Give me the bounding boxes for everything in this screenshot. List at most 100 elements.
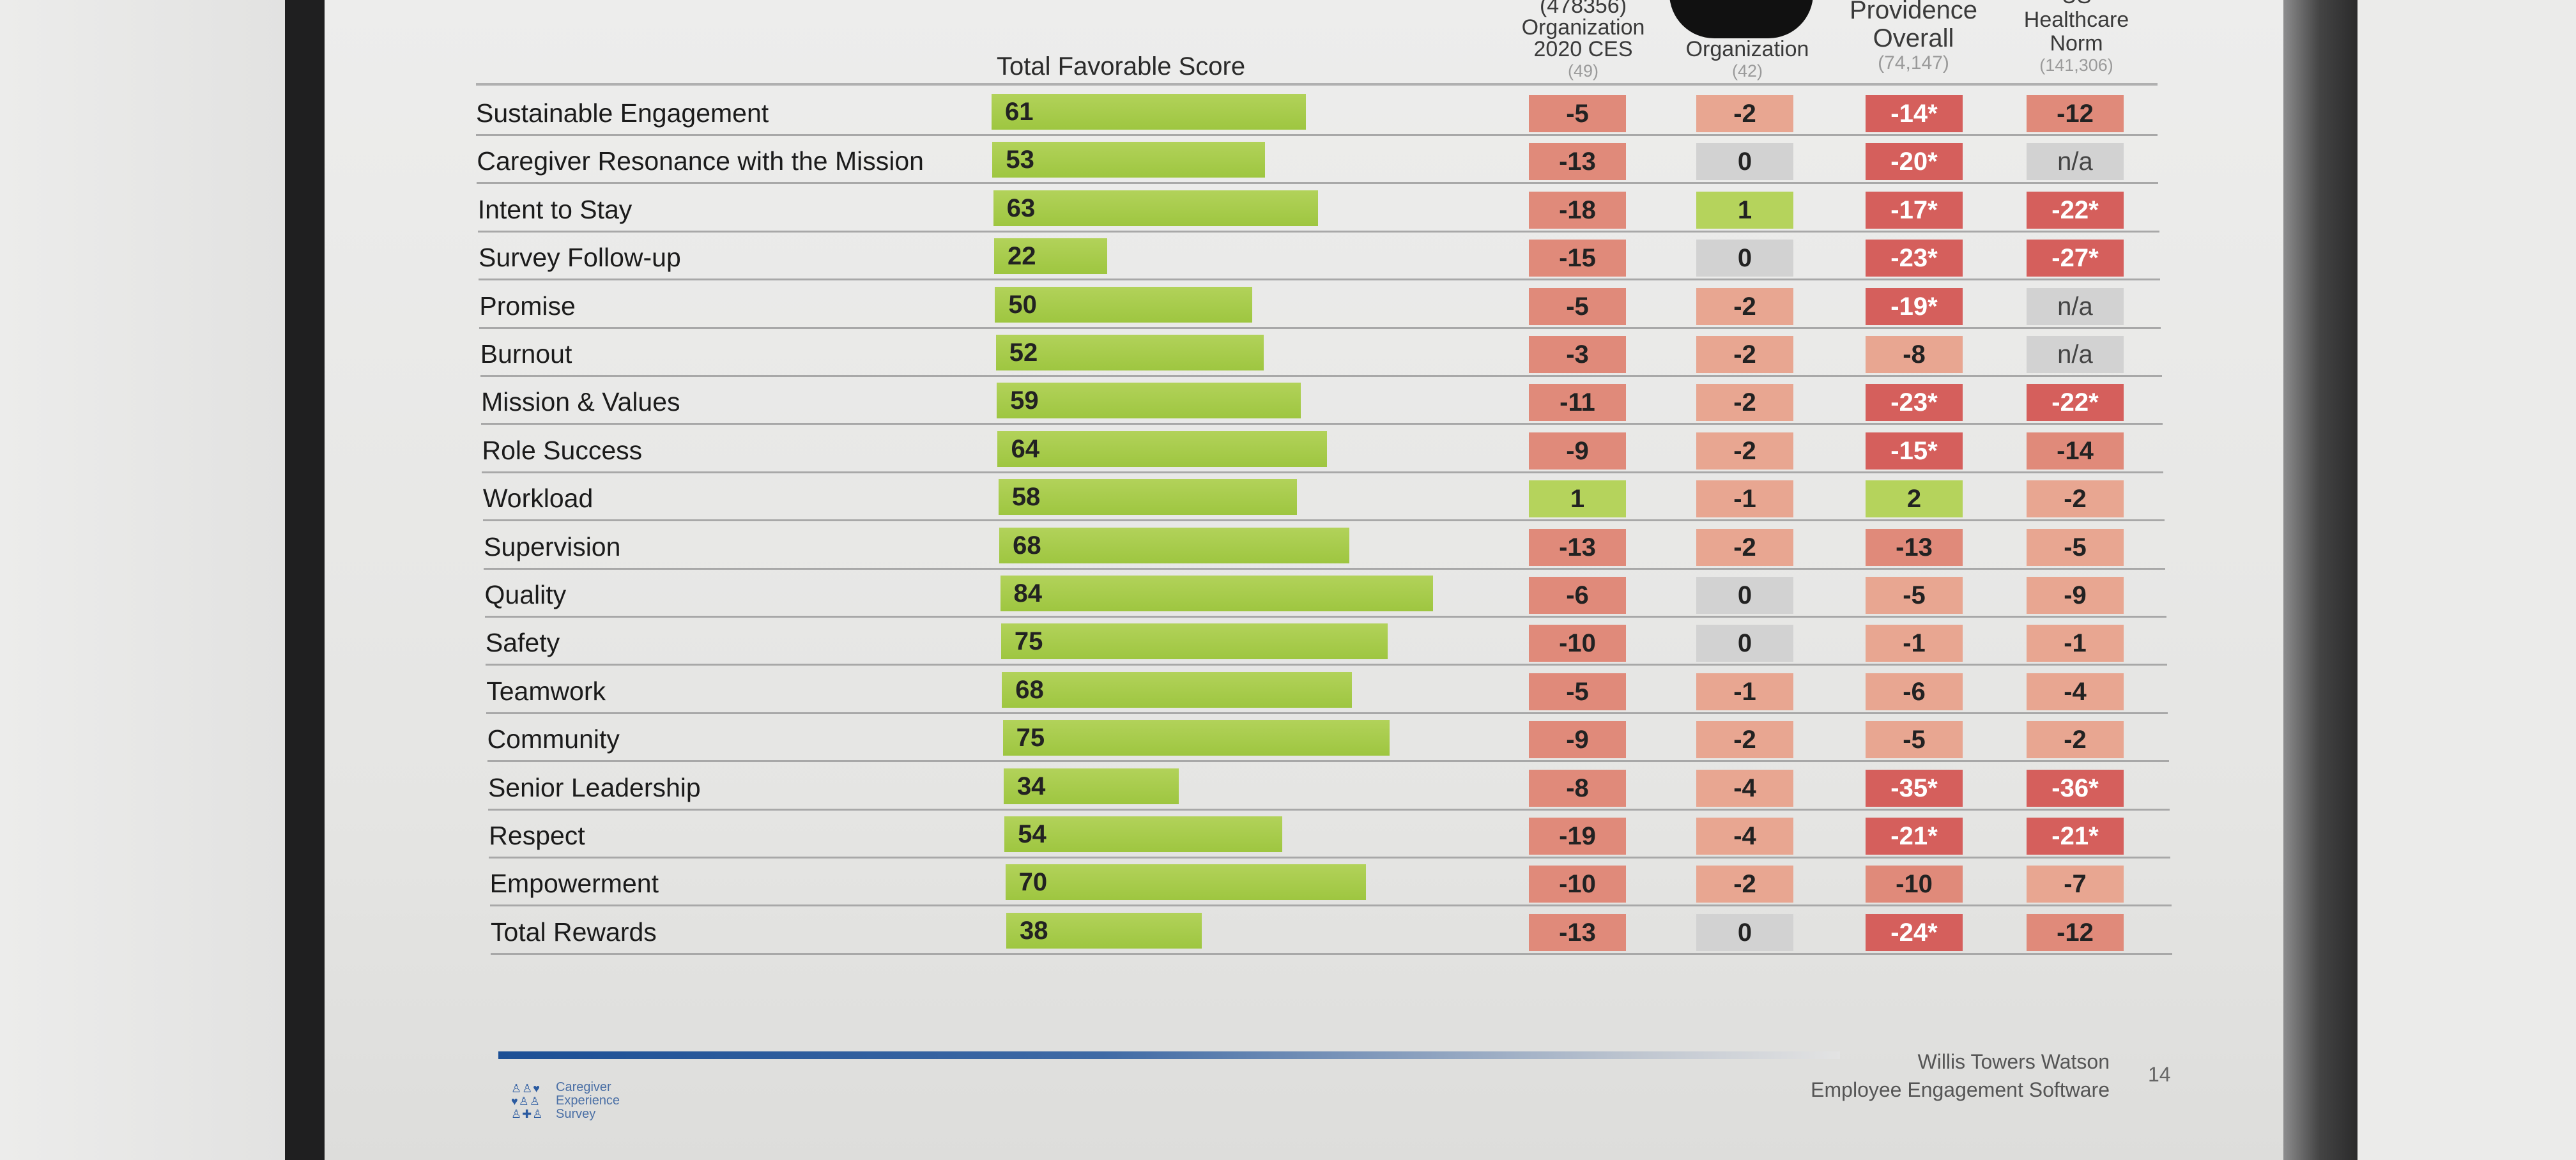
score-bar bbox=[994, 238, 1108, 274]
row-label: Total Rewards bbox=[491, 917, 657, 947]
comparison-cell: -10 bbox=[1528, 866, 1626, 903]
score-bar bbox=[1002, 720, 1390, 756]
comparison-cell: -13 bbox=[1528, 143, 1626, 180]
score-value: 22 bbox=[1008, 242, 1036, 270]
footer-company: Willis Towers Watson Employee Engagement… bbox=[1811, 1048, 2110, 1104]
score-value: 34 bbox=[1016, 772, 1046, 800]
row-divider bbox=[481, 423, 2163, 425]
col-header-count: (74,147) bbox=[1878, 52, 1949, 73]
logo-text: Caregiver Experience Survey bbox=[556, 1081, 620, 1121]
row-divider bbox=[485, 664, 2167, 666]
score-value: 68 bbox=[1015, 676, 1044, 704]
comparison-cell: -4 bbox=[2026, 673, 2124, 710]
comparison-cell: -19 bbox=[1528, 818, 1626, 855]
comparison-cell: -23* bbox=[1865, 384, 1963, 421]
comparison-cell: -18 bbox=[1528, 192, 1626, 229]
score-bar bbox=[1000, 576, 1433, 611]
logo-text-line: Experience bbox=[556, 1094, 620, 1108]
logo-text-line: Survey bbox=[556, 1107, 596, 1121]
score-value: 84 bbox=[1013, 579, 1043, 607]
logo-text-line: Caregiver bbox=[556, 1080, 611, 1094]
col-header-line: Healthcare bbox=[2023, 8, 2129, 32]
row-label: Respect bbox=[489, 821, 585, 850]
table-row: Survey Follow-up 22 -15 0 -23* -27* bbox=[479, 233, 2165, 280]
frame-right-edge bbox=[2283, 0, 2364, 1160]
col-header-count: (141,306) bbox=[2039, 56, 2113, 75]
comparison-cell: -7 bbox=[2026, 866, 2124, 903]
background-right bbox=[2358, 0, 2576, 1160]
table-row: Safety 75 -10 0 -1 -1 bbox=[485, 618, 2172, 666]
score-bar bbox=[1000, 623, 1388, 659]
col-header-line: Organization bbox=[1685, 37, 1809, 61]
comparison-cell: -4 bbox=[1696, 818, 1793, 855]
row-label: Burnout bbox=[480, 339, 572, 369]
table-row: Role Success 64 -9 -2 -15* -14 bbox=[482, 425, 2168, 473]
col-header-count: (49) bbox=[1567, 61, 1598, 80]
people-icon: ♙♙♥ ♥♙♙ ♙✚♙ bbox=[511, 1082, 544, 1120]
table-row: Community 75 -9 -2 -5 -2 bbox=[487, 714, 2174, 762]
comparison-cell: -2 bbox=[1696, 866, 1793, 903]
row-label: Mission & Values bbox=[481, 387, 680, 416]
background-left bbox=[0, 0, 288, 1160]
score-bar bbox=[999, 528, 1350, 563]
comparison-cell: 0 bbox=[1696, 625, 1793, 662]
page-number: 14 bbox=[2148, 1063, 2171, 1086]
col-header-organization: Organization (42) bbox=[1674, 38, 1821, 82]
score-value: 61 bbox=[1005, 98, 1034, 126]
comparison-cell: -13 bbox=[1528, 529, 1626, 566]
score-bar bbox=[992, 142, 1266, 178]
table-row: Intent to Stay 63 -18 1 -17* -22* bbox=[477, 185, 2165, 233]
score-bar bbox=[1005, 864, 1366, 900]
comparison-cell: -8 bbox=[1865, 336, 1963, 373]
row-label: Senior Leadership bbox=[487, 773, 701, 802]
col-header-line: US bbox=[2000, 0, 2153, 8]
col-header-line: Norm bbox=[2050, 31, 2103, 56]
row-label: Quality bbox=[484, 580, 567, 609]
col-header-line: Organization bbox=[1521, 15, 1645, 40]
comparison-cell: -20* bbox=[1865, 143, 1963, 180]
comparison-cell: n/a bbox=[2026, 336, 2124, 373]
table-row: Caregiver Resonance with the Mission 53 -1… bbox=[477, 136, 2163, 184]
table-row: Workload 58 1 -1 2 -2 bbox=[482, 473, 2170, 521]
col-header-count: (42) bbox=[1731, 61, 1763, 80]
comparison-cell: -2 bbox=[2026, 480, 2124, 517]
score-bar bbox=[992, 94, 1306, 130]
col-header-providence-overall: Providence Overall (74,147) bbox=[1837, 0, 1990, 74]
row-divider bbox=[480, 375, 2162, 377]
row-divider bbox=[482, 519, 2165, 521]
comparison-cell: 0 bbox=[1696, 143, 1793, 180]
comparison-cell: -17* bbox=[1865, 192, 1963, 229]
score-bar bbox=[1002, 672, 1353, 708]
col-header-line: Overall bbox=[1873, 24, 1954, 52]
score-value: 50 bbox=[1008, 291, 1037, 319]
caregiver-experience-survey-logo: ♙♙♥ ♥♙♙ ♙✚♙ Caregiver Experience Survey bbox=[511, 1080, 658, 1124]
row-label: Supervision bbox=[484, 532, 621, 561]
row-divider bbox=[487, 760, 2169, 762]
table-row: Total Rewards 38 -13 0 -24* -12 bbox=[491, 907, 2177, 955]
product-name: Employee Engagement Software bbox=[1811, 1078, 2110, 1101]
table-row: Quality 84 -6 0 -5 -9 bbox=[484, 570, 2172, 618]
table-row: Empowerment 70 -10 -2 -10 -7 bbox=[489, 859, 2177, 906]
comparison-cell: -8 bbox=[1528, 770, 1626, 807]
comparison-cell: -21* bbox=[1865, 818, 1963, 855]
table-row: Respect 54 -19 -4 -21* -21* bbox=[489, 811, 2175, 859]
comparison-cell: -5 bbox=[1529, 95, 1626, 132]
col-header-line: Providence bbox=[1849, 0, 1978, 24]
comparison-cell: -6 bbox=[1865, 673, 1963, 710]
row-divider bbox=[482, 471, 2164, 473]
comparison-cell: -36* bbox=[2026, 770, 2124, 807]
score-value: 75 bbox=[1016, 724, 1045, 752]
score-value: 70 bbox=[1018, 868, 1048, 896]
comparison-cell: -22* bbox=[2026, 192, 2124, 229]
comparison-cell: -5 bbox=[2026, 529, 2124, 566]
comparison-cell: -35* bbox=[1865, 770, 1963, 807]
table-row: Senior Leadership 34 -8 -4 -35* -36* bbox=[487, 763, 2175, 811]
comparison-cell: -1 bbox=[1865, 625, 1963, 662]
comparison-cell: 1 bbox=[1696, 192, 1793, 229]
row-divider bbox=[486, 712, 2168, 714]
score-bar bbox=[1006, 913, 1202, 949]
comparison-cell: -9 bbox=[1528, 432, 1626, 469]
comparison-cell: -5 bbox=[1865, 721, 1963, 758]
frame-left-edge bbox=[285, 0, 326, 1160]
comparison-cell: -2 bbox=[1696, 721, 1793, 758]
